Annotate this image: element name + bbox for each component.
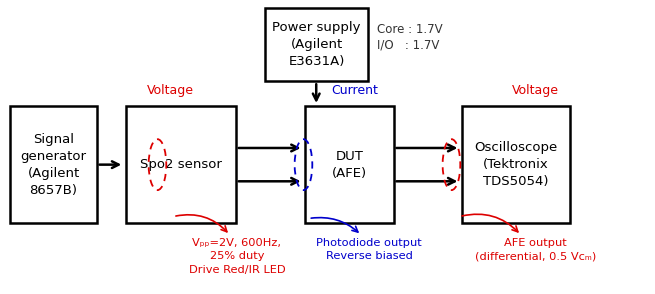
Text: Spo2 sensor: Spo2 sensor	[140, 158, 222, 171]
Text: Core : 1.7V: Core : 1.7V	[377, 23, 443, 36]
Text: Power supply
(Agilent
E3631A): Power supply (Agilent E3631A)	[272, 21, 361, 68]
Text: Vₚₚ=2V, 600Hz,
25% duty
Drive Red/IR LED: Vₚₚ=2V, 600Hz, 25% duty Drive Red/IR LED	[189, 238, 285, 275]
Text: Voltage: Voltage	[147, 84, 194, 97]
Text: DUT
(AFE): DUT (AFE)	[332, 150, 367, 180]
Text: AFE output
(differential, 0.5 Vᴄₘ): AFE output (differential, 0.5 Vᴄₘ)	[475, 238, 596, 261]
Bar	[126, 106, 236, 223]
Text: Signal
generator
(Agilent
8657B): Signal generator (Agilent 8657B)	[20, 133, 86, 197]
Bar	[265, 8, 368, 81]
Text: I/O   : 1.7V: I/O : 1.7V	[377, 38, 440, 51]
Bar	[10, 106, 97, 223]
Text: Oscilloscope
(Tektronix
TDS5054): Oscilloscope (Tektronix TDS5054)	[474, 141, 558, 188]
Text: Photodiode output
Reverse biased: Photodiode output Reverse biased	[316, 238, 422, 261]
Bar	[305, 106, 394, 223]
Text: Voltage: Voltage	[512, 84, 559, 97]
Bar	[462, 106, 570, 223]
Text: Current: Current	[331, 84, 378, 97]
